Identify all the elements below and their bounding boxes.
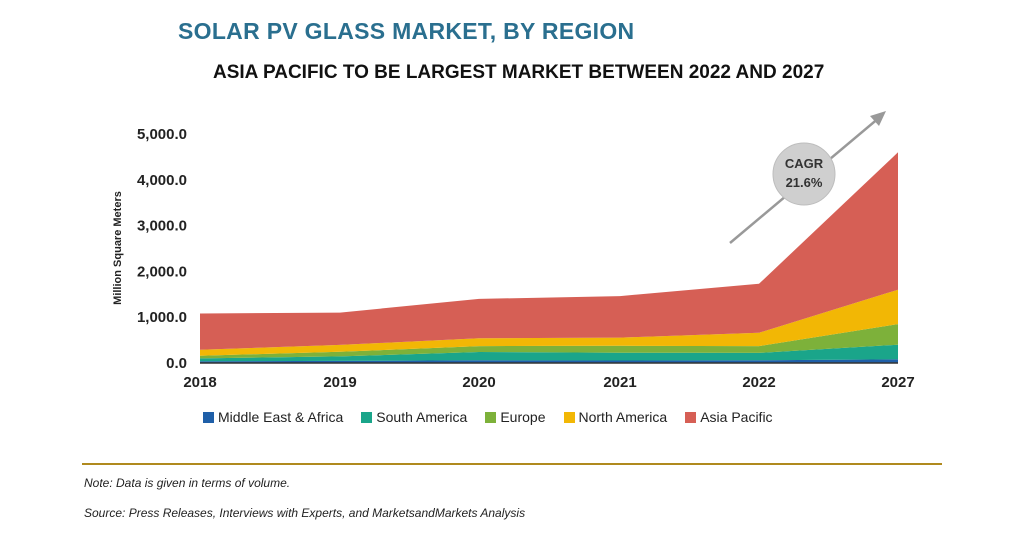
cagr-bubble [772, 142, 836, 206]
x-tick-label: 2022 [742, 374, 775, 391]
x-tick-label: 2021 [603, 374, 636, 391]
cagr-label: CAGR [785, 156, 824, 171]
legend-label: Middle East & Africa [218, 409, 344, 425]
legend-swatch [361, 411, 373, 423]
x-tick-label: 2020 [462, 374, 495, 391]
cagr-value: 21.6% [786, 175, 823, 190]
legend-label: Europe [500, 409, 546, 425]
area-europe [200, 324, 898, 359]
y-axis-label: Million Square Meters [112, 191, 124, 305]
x-tick-label: 2019 [323, 374, 356, 391]
footnote-note: Note: Data is given in terms of volume. [84, 476, 291, 490]
x-tick-label: 2027 [881, 374, 914, 391]
y-axis-ticks: 0.0 1,000.0 2,000.0 3,000.0 4,000.0 5,000.0 [137, 126, 187, 372]
legend-item: Europe [485, 409, 546, 425]
legend-swatch [485, 411, 497, 423]
cagr-arrow-head [870, 111, 886, 126]
area-asia-pacific [200, 152, 898, 350]
legend-item: Asia Pacific [685, 409, 773, 425]
footer-divider [82, 463, 942, 465]
y-tick-label: 2,000.0 [137, 263, 187, 280]
y-tick-label: 5,000.0 [137, 126, 187, 143]
legend-swatch [203, 411, 214, 423]
chart-legend: Middle East & Africa South America Europe N… [203, 409, 773, 425]
cagr-callout: CAGR 21.6% [729, 111, 886, 244]
chart-title: SOLAR PV GLASS MARKET, BY REGION [178, 18, 635, 44]
chart-subtitle: ASIA PACIFIC TO BE LARGEST MARKET BETWEE… [213, 62, 825, 83]
legend-label: South America [376, 409, 468, 425]
y-tick-label: 4,000.0 [137, 172, 187, 189]
area-north-america [200, 289, 898, 356]
legend-swatch [685, 411, 697, 423]
legend-label: North America [578, 409, 668, 425]
y-tick-label: 3,000.0 [137, 218, 187, 235]
y-tick-label: 1,000.0 [137, 309, 187, 326]
footnote-source: Source: Press Releases, Interviews with … [84, 506, 526, 520]
legend-item: South America [361, 409, 467, 425]
stacked-area-chart: 0.0 1,000.0 2,000.0 3,000.0 4,000.0 5,000.0 2… [112, 111, 915, 391]
x-tick-label: 2018 [183, 374, 216, 391]
x-axis-ticks: 2018 2019 2020 2021 2022 2027 [183, 374, 914, 391]
area-series-group [200, 152, 898, 363]
legend-label: Asia Pacific [700, 409, 773, 425]
area-middle-east-africa [200, 359, 898, 363]
legend-swatch [563, 411, 575, 423]
area-south-america [200, 344, 898, 362]
legend-item: Middle East & Africa [203, 409, 343, 425]
y-tick-label: 0.0 [166, 355, 187, 372]
legend-item: North America [563, 409, 668, 425]
